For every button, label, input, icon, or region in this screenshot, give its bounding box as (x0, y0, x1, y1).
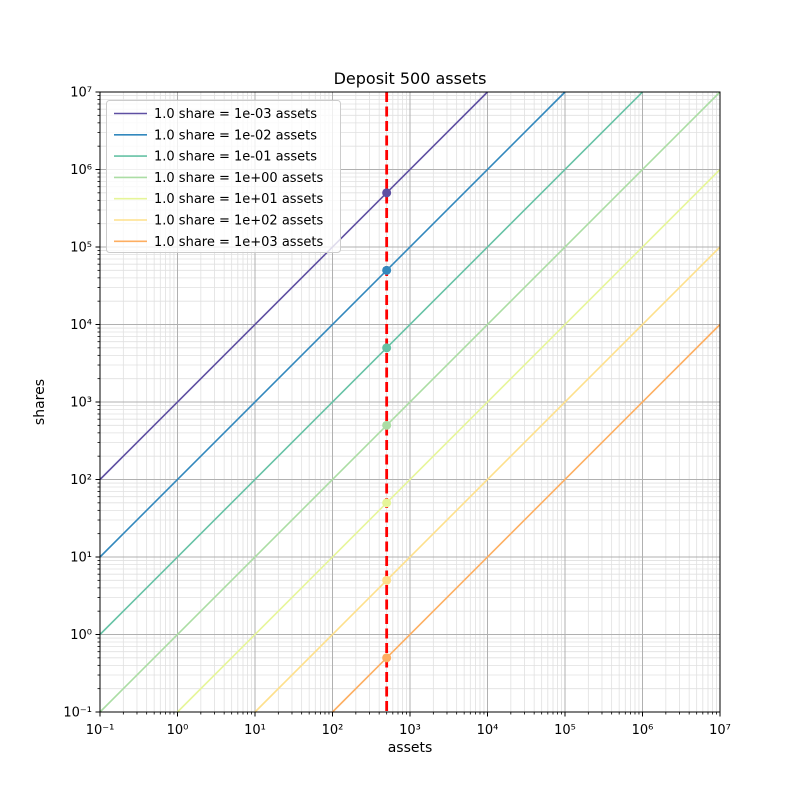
markers (382, 188, 392, 663)
marker-3 (382, 343, 392, 353)
marker-5 (382, 498, 392, 508)
marker-6 (382, 575, 392, 585)
y-tick-label: 10⁷ (70, 86, 92, 101)
y-tick-label: 10⁵ (70, 241, 92, 256)
x-tick-label: 10⁻¹ (86, 723, 115, 738)
legend: 1.0 share = 1e-03 assets 1.0 share = 1e-0… (106, 100, 341, 253)
legend-label-1: 1.0 share = 1e-03 assets (154, 107, 317, 122)
legend-label-3: 1.0 share = 1e-01 assets (154, 150, 317, 165)
legend-label-7: 1.0 share = 1e+03 assets (154, 235, 323, 250)
y-tick-label: 10¹ (70, 551, 92, 566)
legend-label-4: 1.0 share = 1e+00 assets (154, 171, 323, 186)
x-tick-label: 10⁶ (632, 723, 654, 738)
series-line-7 (331, 323, 721, 713)
series-line-1 (99, 91, 489, 481)
x-tick-label: 10⁴ (477, 723, 499, 738)
axes: 10⁻¹ 10⁰ 10¹ 10² 10³ 10⁴ 10⁵ 10⁶ 10⁷ 10⁻¹ 10⁰ 10¹ 10… (63, 86, 731, 739)
marker-2 (382, 265, 392, 275)
y-tick-label: 10⁶ (70, 163, 92, 178)
series-line-6 (254, 246, 721, 713)
x-axis-label: assets (388, 740, 433, 756)
legend-label-5: 1.0 share = 1e+01 assets (154, 192, 323, 207)
y-axis-label: shares (32, 379, 48, 425)
marker-1 (382, 188, 392, 198)
x-tick-label: 10⁵ (554, 723, 576, 738)
marker-7 (382, 653, 392, 663)
x-tick-label: 10³ (399, 723, 421, 738)
y-tick-label: 10³ (70, 396, 92, 411)
y-tick-label: 10² (70, 473, 92, 488)
y-tick-label: 10⁴ (70, 318, 92, 333)
x-tick-label: 10¹ (244, 723, 266, 738)
legend-label-2: 1.0 share = 1e-02 assets (154, 128, 317, 143)
x-tick-label: 10⁷ (709, 723, 731, 738)
legend-label-6: 1.0 share = 1e+02 assets (154, 214, 323, 229)
x-tick-label: 10² (322, 723, 344, 738)
series-line-4 (99, 91, 721, 713)
x-tick-label: 10⁰ (167, 723, 189, 738)
chart-title: Deposit 500 assets (334, 69, 487, 88)
series-line-2 (99, 91, 566, 558)
series-line-5 (176, 168, 721, 713)
marker-4 (382, 420, 392, 430)
y-tick-label: 10⁰ (70, 628, 92, 643)
legend-box (106, 100, 341, 253)
series-lines (99, 91, 721, 713)
y-tick-label: 10⁻¹ (63, 706, 92, 721)
series-line-3 (99, 91, 644, 636)
